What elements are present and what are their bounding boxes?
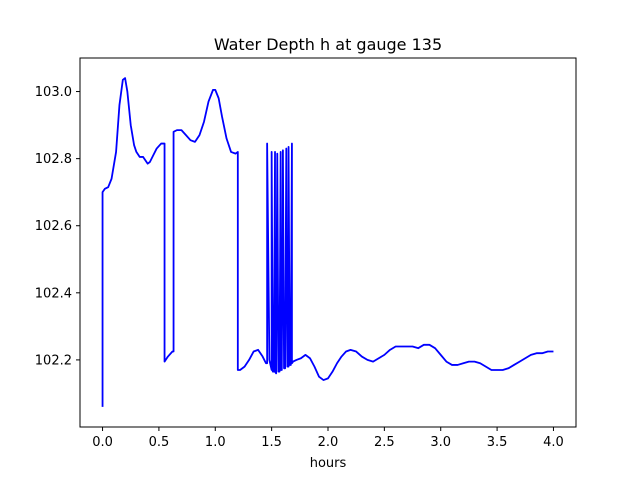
y-tick-label: 102.8 [35,152,72,167]
x-axis-ticks: 0.0 0.5 1.0 1.5 2.0 2.5 3.0 3.5 4.0 [92,427,564,450]
chart-title: Water Depth h at gauge 135 [214,35,442,54]
x-tick-label: 0.0 [92,435,113,450]
x-tick-label: 1.0 [205,435,226,450]
y-axis-ticks: 102.2 102.4 102.6 102.8 103.0 [35,85,80,368]
x-tick-label: 2.5 [374,435,395,450]
x-axis-label: hours [310,456,347,471]
x-tick-label: 3.0 [430,435,451,450]
series-line-0 [101,77,554,407]
x-tick-label: 4.0 [543,435,564,450]
y-tick-label: 103.0 [35,85,72,100]
x-tick-label: 1.5 [261,435,282,450]
y-tick-label: 102.2 [35,353,72,368]
plot-area [101,77,554,407]
x-tick-label: 2.0 [318,435,339,450]
x-tick-label: 0.5 [149,435,170,450]
axes-frame [79,57,577,428]
y-tick-label: 102.4 [35,286,72,301]
x-tick-label: 3.5 [487,435,508,450]
y-tick-label: 102.6 [35,219,72,234]
